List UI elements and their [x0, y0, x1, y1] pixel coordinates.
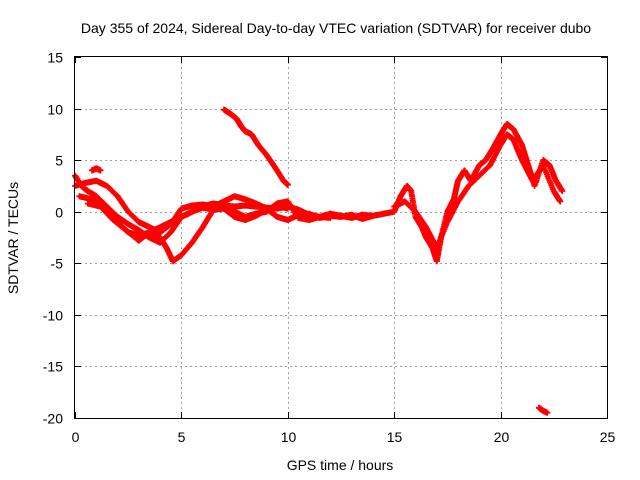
- data-point-markers: [327, 121, 566, 265]
- y-tick-label: -10: [43, 308, 63, 324]
- series-arc-f: [221, 106, 291, 188]
- y-tick-label: 10: [47, 102, 63, 118]
- series-arc-h: [391, 131, 564, 251]
- data-series: [72, 106, 566, 416]
- x-tick-label: 15: [387, 429, 403, 445]
- series-arc-i: [535, 404, 551, 416]
- series-arc-e: [89, 165, 104, 174]
- data-point-markers: [221, 106, 291, 188]
- x-tick-label: 10: [281, 429, 297, 445]
- x-tick-label: 0: [72, 429, 80, 445]
- x-tick-label: 20: [494, 429, 510, 445]
- y-tick-label: 15: [47, 50, 63, 66]
- y-tick-label: -15: [43, 359, 63, 375]
- chart-title: Day 355 of 2024, Sidereal Day-to-day VTE…: [81, 20, 591, 36]
- x-tick-label: 5: [178, 429, 186, 445]
- x-tick-label: 25: [600, 429, 616, 445]
- series-arc-d: [84, 200, 291, 244]
- data-point-markers: [391, 131, 564, 251]
- plot-frame: [74, 56, 608, 419]
- y-tick-label: -5: [51, 256, 64, 272]
- series-arc-g: [327, 121, 566, 265]
- data-point-markers: [89, 165, 104, 174]
- axis-ticks: 0 5 10 15 20 25 15 10 5 0 -5 -10 -15 -20: [43, 50, 616, 446]
- grid-lines: [75, 57, 607, 418]
- data-point-markers: [535, 404, 551, 416]
- y-tick-label: 5: [55, 153, 63, 169]
- y-tick-label: 0: [55, 205, 63, 221]
- data-point-markers: [84, 200, 291, 244]
- y-tick-label: -20: [43, 411, 63, 427]
- x-axis-label: GPS time / hours: [287, 457, 394, 473]
- y-axis-label: SDTVAR / TECUs: [5, 182, 21, 294]
